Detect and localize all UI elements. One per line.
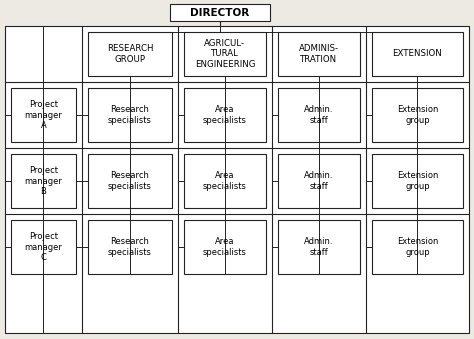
Text: Extension
group: Extension group — [397, 105, 438, 125]
Text: Extension
group: Extension group — [397, 171, 438, 191]
Bar — [184, 154, 266, 208]
Text: Area
specialists: Area specialists — [203, 105, 247, 125]
Bar — [372, 32, 463, 76]
Bar — [11, 220, 76, 274]
Bar — [88, 32, 172, 76]
Bar — [278, 154, 360, 208]
Text: RESEARCH
GROUP: RESEARCH GROUP — [107, 44, 153, 64]
Bar — [278, 220, 360, 274]
Text: Project
manager
B: Project manager B — [25, 166, 63, 196]
Text: Area
specialists: Area specialists — [203, 237, 247, 257]
Bar — [372, 220, 463, 274]
Bar — [88, 88, 172, 142]
Bar — [278, 32, 360, 76]
Bar — [88, 154, 172, 208]
Text: Project
manager
C: Project manager C — [25, 232, 63, 262]
Bar — [11, 154, 76, 208]
Text: Area
specialists: Area specialists — [203, 171, 247, 191]
Bar — [278, 88, 360, 142]
Bar — [11, 88, 76, 142]
Text: EXTENSION: EXTENSION — [392, 49, 442, 59]
Text: Admin.
staff: Admin. staff — [304, 171, 334, 191]
Text: DIRECTOR: DIRECTOR — [191, 7, 250, 18]
Text: Admin.
staff: Admin. staff — [304, 105, 334, 125]
Bar — [184, 220, 266, 274]
Text: Admin.
staff: Admin. staff — [304, 237, 334, 257]
Text: Extension
group: Extension group — [397, 237, 438, 257]
Bar — [88, 220, 172, 274]
Bar — [170, 4, 270, 21]
Text: ADMINIS-
TRATION: ADMINIS- TRATION — [299, 44, 339, 64]
Bar — [372, 154, 463, 208]
Text: Research
specialists: Research specialists — [108, 105, 152, 125]
Text: Project
manager
A: Project manager A — [25, 100, 63, 130]
Text: AGRICUL-
TURAL
ENGINEERING: AGRICUL- TURAL ENGINEERING — [195, 39, 255, 69]
Text: Research
specialists: Research specialists — [108, 171, 152, 191]
Text: Research
specialists: Research specialists — [108, 237, 152, 257]
Bar — [184, 32, 266, 76]
Bar — [372, 88, 463, 142]
Bar — [184, 88, 266, 142]
